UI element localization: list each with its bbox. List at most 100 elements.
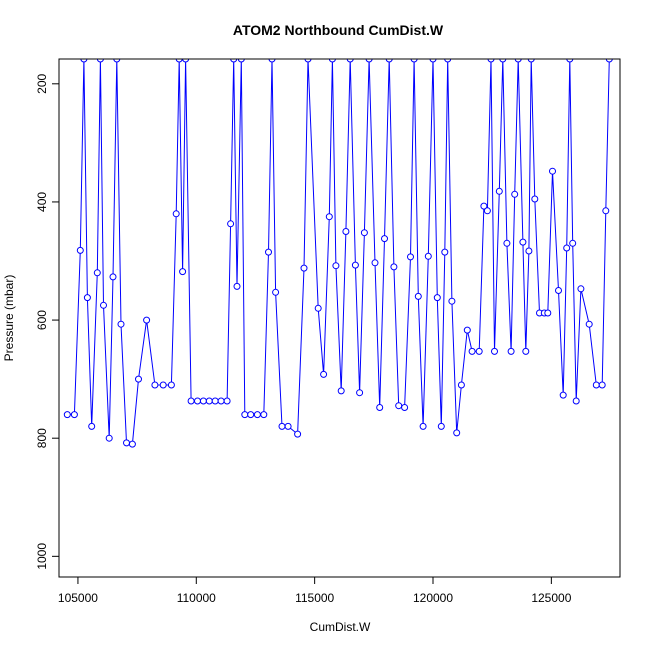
y-tick-label: 400 <box>35 192 49 212</box>
data-point <box>337 387 345 395</box>
data-point <box>419 422 427 430</box>
data-point <box>96 59 104 63</box>
data-point <box>566 59 574 63</box>
data-point <box>199 397 207 405</box>
data-point <box>555 287 562 294</box>
data-point <box>407 253 414 261</box>
data-point <box>272 288 280 296</box>
data-point <box>237 59 245 63</box>
y-tick-label: 200 <box>35 73 49 93</box>
data-point <box>527 59 535 63</box>
data-point <box>483 207 491 215</box>
data-point <box>227 220 235 228</box>
data-point <box>179 268 187 276</box>
data-point <box>414 292 422 300</box>
data-point <box>441 248 449 256</box>
x-axis-label: CumDist.W <box>310 620 371 634</box>
x-tick-label: 105000 <box>58 591 98 605</box>
data-point <box>80 59 88 63</box>
data-point <box>143 316 151 324</box>
data-point <box>433 294 441 302</box>
data-point <box>390 263 398 271</box>
data-point <box>401 404 409 411</box>
x-tick-label: 120000 <box>413 591 453 605</box>
data-point <box>346 59 354 63</box>
data-point <box>278 422 286 430</box>
data-point <box>320 370 328 378</box>
data-point <box>563 244 571 252</box>
data-point <box>182 59 190 63</box>
x-tick-label: 125000 <box>531 591 571 605</box>
data-point <box>253 411 261 419</box>
data-point <box>605 59 613 63</box>
data-point <box>544 309 552 317</box>
data-point <box>63 411 71 419</box>
data-point <box>223 397 231 405</box>
x-tick-label: 115000 <box>295 591 334 605</box>
data-point <box>522 347 530 355</box>
data-point <box>76 246 84 254</box>
data-point <box>360 229 368 237</box>
chart-title: ATOM2 Northbound CumDist.W <box>233 22 444 38</box>
data-point <box>569 239 577 247</box>
data-point <box>230 59 238 63</box>
data-point <box>187 397 195 405</box>
data-point <box>448 297 456 305</box>
data-point <box>128 440 136 448</box>
data-point <box>376 404 384 411</box>
data-point <box>314 304 322 312</box>
data-point <box>549 167 556 175</box>
data-point <box>514 59 522 63</box>
data-point <box>105 434 113 442</box>
data-point <box>167 381 175 389</box>
data-point <box>351 261 359 269</box>
data-point <box>100 301 107 309</box>
data-point <box>429 59 437 63</box>
data-point <box>159 381 167 389</box>
data-point <box>519 238 527 246</box>
data-point <box>268 59 276 63</box>
y-tick-label: 1000 <box>35 543 49 570</box>
data-point <box>463 326 471 334</box>
data-point <box>135 375 142 383</box>
data-point <box>233 282 241 290</box>
data-point <box>194 397 201 405</box>
data-point <box>332 262 340 270</box>
data-point <box>284 422 292 430</box>
data-point <box>503 239 511 247</box>
data-point <box>123 439 130 447</box>
data-point <box>342 228 350 235</box>
data-point <box>424 252 432 260</box>
data-point <box>371 259 379 267</box>
data-point <box>247 411 255 419</box>
data-point <box>265 248 272 256</box>
data-point <box>304 59 312 63</box>
data-point <box>487 59 495 63</box>
data-point <box>480 202 488 210</box>
y-axis: 200 400 600 800 1000 <box>35 73 59 570</box>
data-point <box>444 59 452 63</box>
data-point <box>205 397 213 405</box>
data-point <box>88 422 96 430</box>
data-point <box>93 269 101 277</box>
data-point <box>356 389 364 397</box>
data-point <box>437 422 445 430</box>
data-point <box>241 411 249 419</box>
y-tick-label: 800 <box>35 428 49 448</box>
y-axis-label: Pressure (mbar) <box>2 275 16 362</box>
data-point <box>217 397 225 405</box>
data-point <box>592 381 600 389</box>
series-layer <box>63 59 613 448</box>
data-point <box>328 59 336 63</box>
data-point <box>151 381 159 389</box>
data-point <box>453 429 461 437</box>
data-point <box>385 59 393 63</box>
plot-frame <box>58 58 621 578</box>
data-point <box>602 207 610 215</box>
data-point <box>300 264 308 272</box>
data-point <box>507 347 515 355</box>
data-point <box>511 190 519 198</box>
data-point <box>468 347 476 355</box>
data-point <box>410 59 418 63</box>
